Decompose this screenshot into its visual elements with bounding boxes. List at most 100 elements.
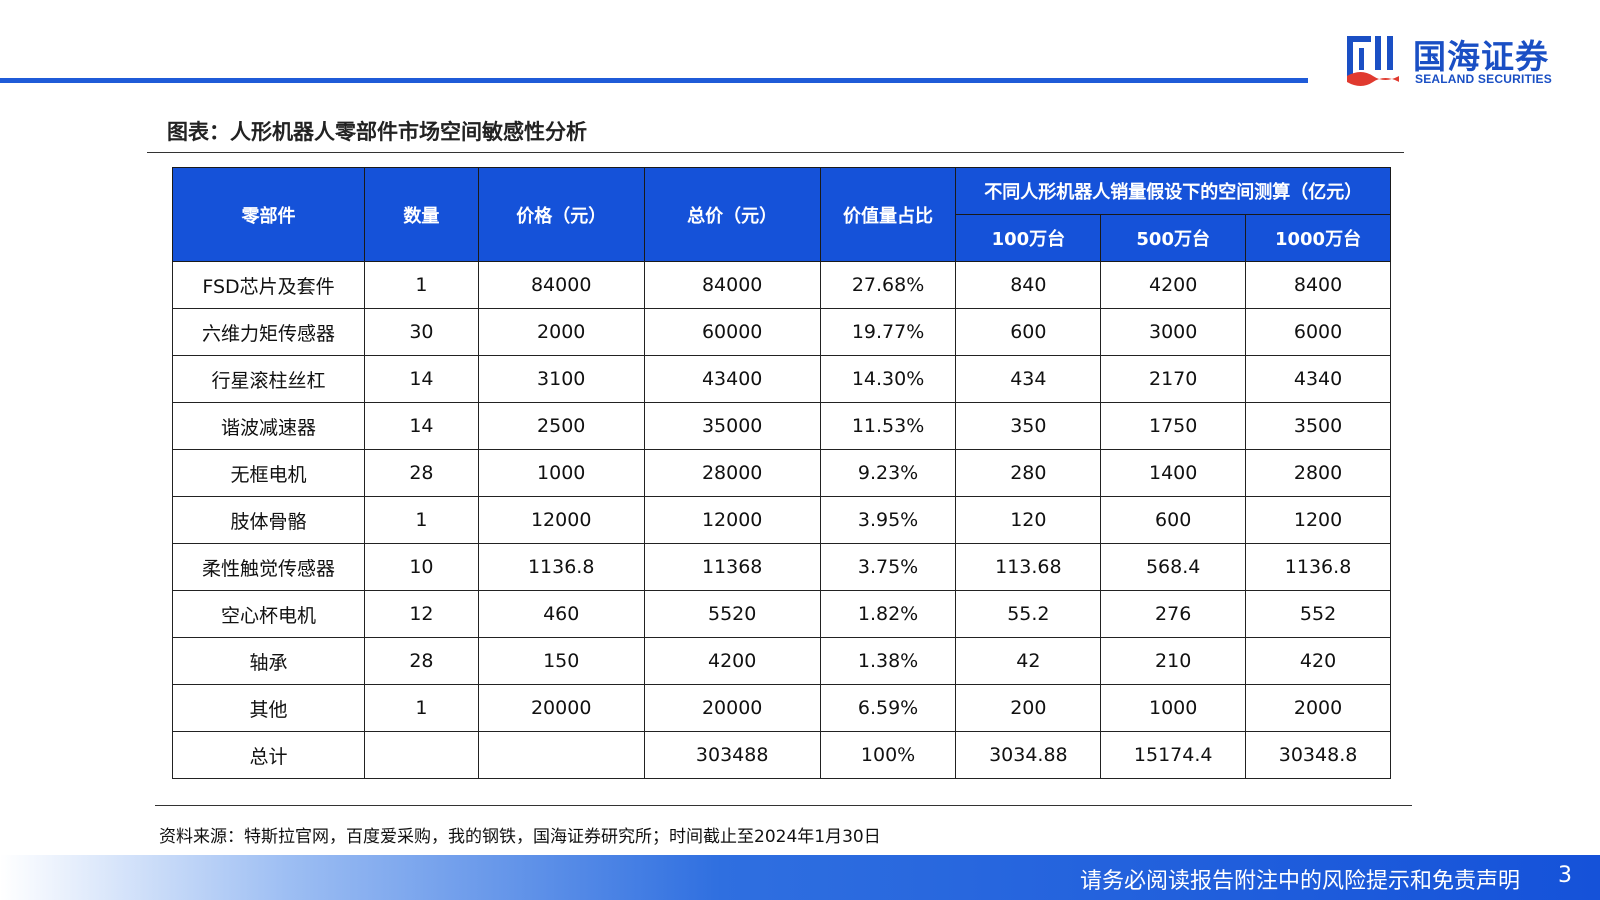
cell-quantity: 10 bbox=[364, 543, 479, 591]
table-subheader-row: 100万台 500万台 1000万台 bbox=[173, 214, 1391, 262]
cell-5m-units: 15174.4 bbox=[1100, 731, 1247, 779]
header-rule bbox=[0, 78, 1308, 83]
cell-5m-units: 2170 bbox=[1100, 355, 1247, 403]
cell-price: 1136.8 bbox=[477, 543, 645, 591]
column-header-total-price: 总价（元） bbox=[643, 167, 821, 262]
column-header-5m-units: 500万台 bbox=[1100, 214, 1247, 262]
sealand-logo-icon bbox=[1347, 36, 1399, 86]
cell-1m-units: 840 bbox=[955, 261, 1102, 309]
cell-1m-units: 55.2 bbox=[955, 590, 1102, 638]
cell-value-share: 1.82% bbox=[819, 590, 957, 638]
cell-value-share: 1.38% bbox=[819, 637, 957, 685]
cell-1m-units: 280 bbox=[955, 449, 1102, 497]
cell-value-share: 14.30% bbox=[819, 355, 957, 403]
logo-english-name: SEALAND SECURITIES bbox=[1415, 72, 1552, 86]
column-header-group-market-size: 不同人形机器人销量假设下的空间测算（亿元） bbox=[955, 167, 1391, 215]
cell-5m-units: 1400 bbox=[1100, 449, 1247, 497]
cell-1m-units: 200 bbox=[955, 684, 1102, 732]
cell-5m-units: 4200 bbox=[1100, 261, 1247, 309]
cell-5m-units: 1750 bbox=[1100, 402, 1247, 450]
cell-quantity: 28 bbox=[364, 637, 479, 685]
table-row: 总计 303488 100% 3034.88 15174.4 30348.8 bbox=[171, 731, 1391, 779]
cell-price: 12000 bbox=[477, 496, 645, 544]
table-row: 肢体骨骼 1 12000 12000 3.95% 120 600 1200 bbox=[171, 496, 1391, 544]
column-header-part: 零部件 bbox=[171, 167, 366, 262]
cell-10m-units: 6000 bbox=[1245, 308, 1391, 356]
cell-price: 1000 bbox=[477, 449, 645, 497]
cell-price: 2000 bbox=[477, 308, 645, 356]
cell-quantity: 12 bbox=[364, 590, 479, 638]
cell-quantity bbox=[364, 731, 479, 779]
cell-10m-units: 2000 bbox=[1245, 684, 1391, 732]
cell-value-share: 3.75% bbox=[819, 543, 957, 591]
cell-5m-units: 568.4 bbox=[1100, 543, 1247, 591]
disclaimer-text: 请务必阅读报告附注中的风险提示和免责声明 bbox=[1079, 869, 1520, 894]
cell-5m-units: 3000 bbox=[1100, 308, 1247, 356]
parts-market-table: 零部件 数量 价格（元） 总价（元） 价值量占比 不同人形机器人销量假设下的空间… bbox=[171, 167, 1391, 779]
cell-total-price: 4200 bbox=[643, 637, 821, 685]
cell-1m-units: 42 bbox=[955, 637, 1102, 685]
cell-1m-units: 600 bbox=[955, 308, 1102, 356]
cell-part-name: 其他 bbox=[171, 684, 366, 732]
column-header-quantity: 数量 bbox=[364, 167, 479, 262]
cell-total-price: 43400 bbox=[643, 355, 821, 403]
cell-10m-units: 1136.8 bbox=[1245, 543, 1391, 591]
cell-total-price: 12000 bbox=[643, 496, 821, 544]
table-row: 柔性触觉传感器 10 1136.8 11368 3.75% 113.68 568.4 1136… bbox=[171, 543, 1391, 591]
page-number: 3 bbox=[1558, 863, 1572, 888]
cell-part-name: 无框电机 bbox=[171, 449, 366, 497]
cell-value-share: 11.53% bbox=[819, 402, 957, 450]
cell-1m-units: 3034.88 bbox=[955, 731, 1102, 779]
company-logo: 国海证券 SEALAND SECURITIES bbox=[1345, 30, 1575, 90]
table-bottom-divider bbox=[155, 805, 1412, 806]
cell-part-name: 轴承 bbox=[171, 637, 366, 685]
cell-quantity: 1 bbox=[364, 261, 479, 309]
cell-10m-units: 552 bbox=[1245, 590, 1391, 638]
cell-10m-units: 1200 bbox=[1245, 496, 1391, 544]
cell-part-name: 行星滚柱丝杠 bbox=[171, 355, 366, 403]
cell-price: 2500 bbox=[477, 402, 645, 450]
cell-part-name: 总计 bbox=[171, 731, 366, 779]
cell-10m-units: 3500 bbox=[1245, 402, 1391, 450]
cell-price: 150 bbox=[477, 637, 645, 685]
cell-total-price: 60000 bbox=[643, 308, 821, 356]
cell-price: 3100 bbox=[477, 355, 645, 403]
cell-total-price: 35000 bbox=[643, 402, 821, 450]
cell-5m-units: 1000 bbox=[1100, 684, 1247, 732]
table-row: 六维力矩传感器 30 2000 60000 19.77% 600 3000 6000 bbox=[171, 308, 1391, 356]
table-header-row: 零部件 数量 价格（元） 总价（元） 价值量占比 不同人形机器人销量假设下的空间… bbox=[171, 167, 1391, 262]
cell-1m-units: 120 bbox=[955, 496, 1102, 544]
cell-5m-units: 600 bbox=[1100, 496, 1247, 544]
cell-part-name: 谐波减速器 bbox=[171, 402, 366, 450]
cell-5m-units: 276 bbox=[1100, 590, 1247, 638]
cell-value-share: 9.23% bbox=[819, 449, 957, 497]
column-header-value-share: 价值量占比 bbox=[819, 167, 957, 262]
cell-value-share: 6.59% bbox=[819, 684, 957, 732]
table-row: 空心杯电机 12 460 5520 1.82% 55.2 276 552 bbox=[171, 590, 1391, 638]
table-row: 轴承 28 150 4200 1.38% 42 210 420 bbox=[171, 637, 1391, 685]
table-row: 其他 1 20000 20000 6.59% 200 1000 2000 bbox=[171, 684, 1391, 732]
cell-value-share: 19.77% bbox=[819, 308, 957, 356]
cell-part-name: 空心杯电机 bbox=[171, 590, 366, 638]
cell-quantity: 30 bbox=[364, 308, 479, 356]
cell-1m-units: 113.68 bbox=[955, 543, 1102, 591]
column-header-10m-units: 1000万台 bbox=[1245, 214, 1391, 262]
table-row: FSD芯片及套件 1 84000 84000 27.68% 840 4200 8400 bbox=[171, 261, 1391, 309]
cell-part-name: 肢体骨骼 bbox=[171, 496, 366, 544]
cell-part-name: 六维力矩传感器 bbox=[171, 308, 366, 356]
cell-quantity: 28 bbox=[364, 449, 479, 497]
logo-chinese-name: 国海证券 bbox=[1413, 37, 1549, 76]
cell-total-price: 20000 bbox=[643, 684, 821, 732]
cell-price: 20000 bbox=[477, 684, 645, 732]
cell-price: 460 bbox=[477, 590, 645, 638]
cell-10m-units: 420 bbox=[1245, 637, 1391, 685]
table-row: 行星滚柱丝杠 14 3100 43400 14.30% 434 2170 4340 bbox=[171, 355, 1391, 403]
table-body: FSD芯片及套件 1 84000 84000 27.68% 840 4200 8400 六维力矩… bbox=[171, 261, 1391, 779]
cell-quantity: 1 bbox=[364, 684, 479, 732]
footer-bar: 请务必阅读报告附注中的风险提示和免责声明 3 bbox=[0, 855, 1600, 900]
cell-value-share: 27.68% bbox=[819, 261, 957, 309]
cell-total-price: 84000 bbox=[643, 261, 821, 309]
cell-value-share: 100% bbox=[819, 731, 957, 779]
cell-10m-units: 30348.8 bbox=[1245, 731, 1391, 779]
cell-5m-units: 210 bbox=[1100, 637, 1247, 685]
